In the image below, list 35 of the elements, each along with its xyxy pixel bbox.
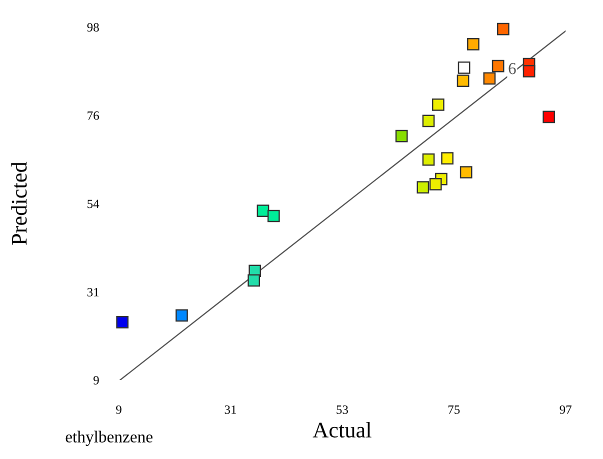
point xyxy=(267,210,280,222)
point xyxy=(483,72,496,85)
point xyxy=(441,152,454,165)
point xyxy=(542,110,556,124)
point xyxy=(467,38,480,50)
x-tick-label: 31 xyxy=(224,405,236,414)
point xyxy=(422,114,435,128)
point xyxy=(256,204,270,218)
point xyxy=(429,178,442,190)
text: ethylbenzene xyxy=(66,430,152,446)
x-tick-label: 75 xyxy=(448,406,460,414)
point xyxy=(460,166,472,178)
point xyxy=(416,181,430,194)
y-tick-label: 98 xyxy=(87,23,99,32)
x-tick-label: 97 xyxy=(560,405,572,414)
point xyxy=(248,274,260,287)
point xyxy=(456,74,470,87)
point xyxy=(176,309,188,322)
point xyxy=(422,153,435,166)
y-tick-label: 9 xyxy=(94,376,99,385)
y-axis-title: Predicted xyxy=(11,162,27,245)
point xyxy=(492,60,504,72)
point xyxy=(395,130,408,142)
y-tick-label: 54 xyxy=(88,200,100,208)
point xyxy=(116,316,129,328)
point xyxy=(432,98,444,111)
y-tick-label: 76 xyxy=(88,111,99,120)
x-tick-label: 9 xyxy=(116,405,122,414)
annotation: 6 xyxy=(508,63,516,74)
point xyxy=(458,61,470,74)
y-tick-label: 31 xyxy=(87,288,99,296)
x-tick-label: 53 xyxy=(336,405,348,414)
x-axis-title: Actual xyxy=(312,422,372,438)
point xyxy=(496,22,510,36)
point xyxy=(522,65,536,78)
